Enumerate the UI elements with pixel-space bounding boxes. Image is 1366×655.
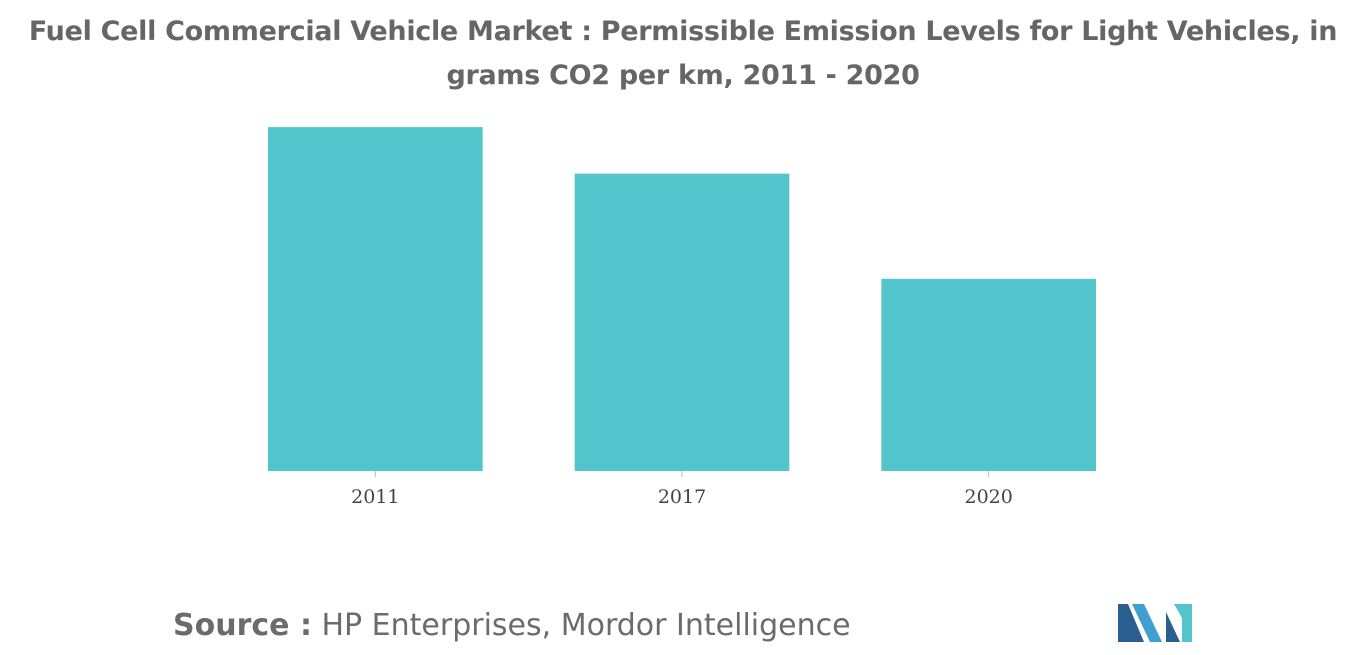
x-tick-label-2020: 2020 — [964, 486, 1012, 508]
source-text: HP Enterprises, Mordor Intelligence — [321, 608, 851, 643]
bar-chart: 2011 2017 2020 — [268, 127, 1096, 508]
logo-shape-right-light — [1168, 604, 1192, 642]
bar-2011 — [268, 127, 483, 471]
chart-title-line-2: grams CO2 per km, 2011 - 2020 — [446, 60, 920, 91]
logo-shape-left — [1118, 604, 1144, 642]
logo-shape-mid — [1132, 604, 1162, 642]
chart-title: Fuel Cell Commercial Vehicle Market : Pe… — [0, 10, 1366, 98]
x-tick-label-2011: 2011 — [351, 486, 399, 508]
chart-title-line-1: Fuel Cell Commercial Vehicle Market : Pe… — [28, 16, 1338, 47]
bar-2017 — [574, 173, 790, 471]
bar-2020 — [881, 278, 1096, 471]
source-label: Source : — [173, 608, 312, 643]
source-note: Source : HP Enterprises, Mordor Intellig… — [173, 606, 851, 646]
mordor-intelligence-logo-icon — [1118, 604, 1192, 642]
x-tick-label-2017: 2017 — [658, 486, 706, 508]
logo-shape-right-dark — [1166, 612, 1180, 642]
